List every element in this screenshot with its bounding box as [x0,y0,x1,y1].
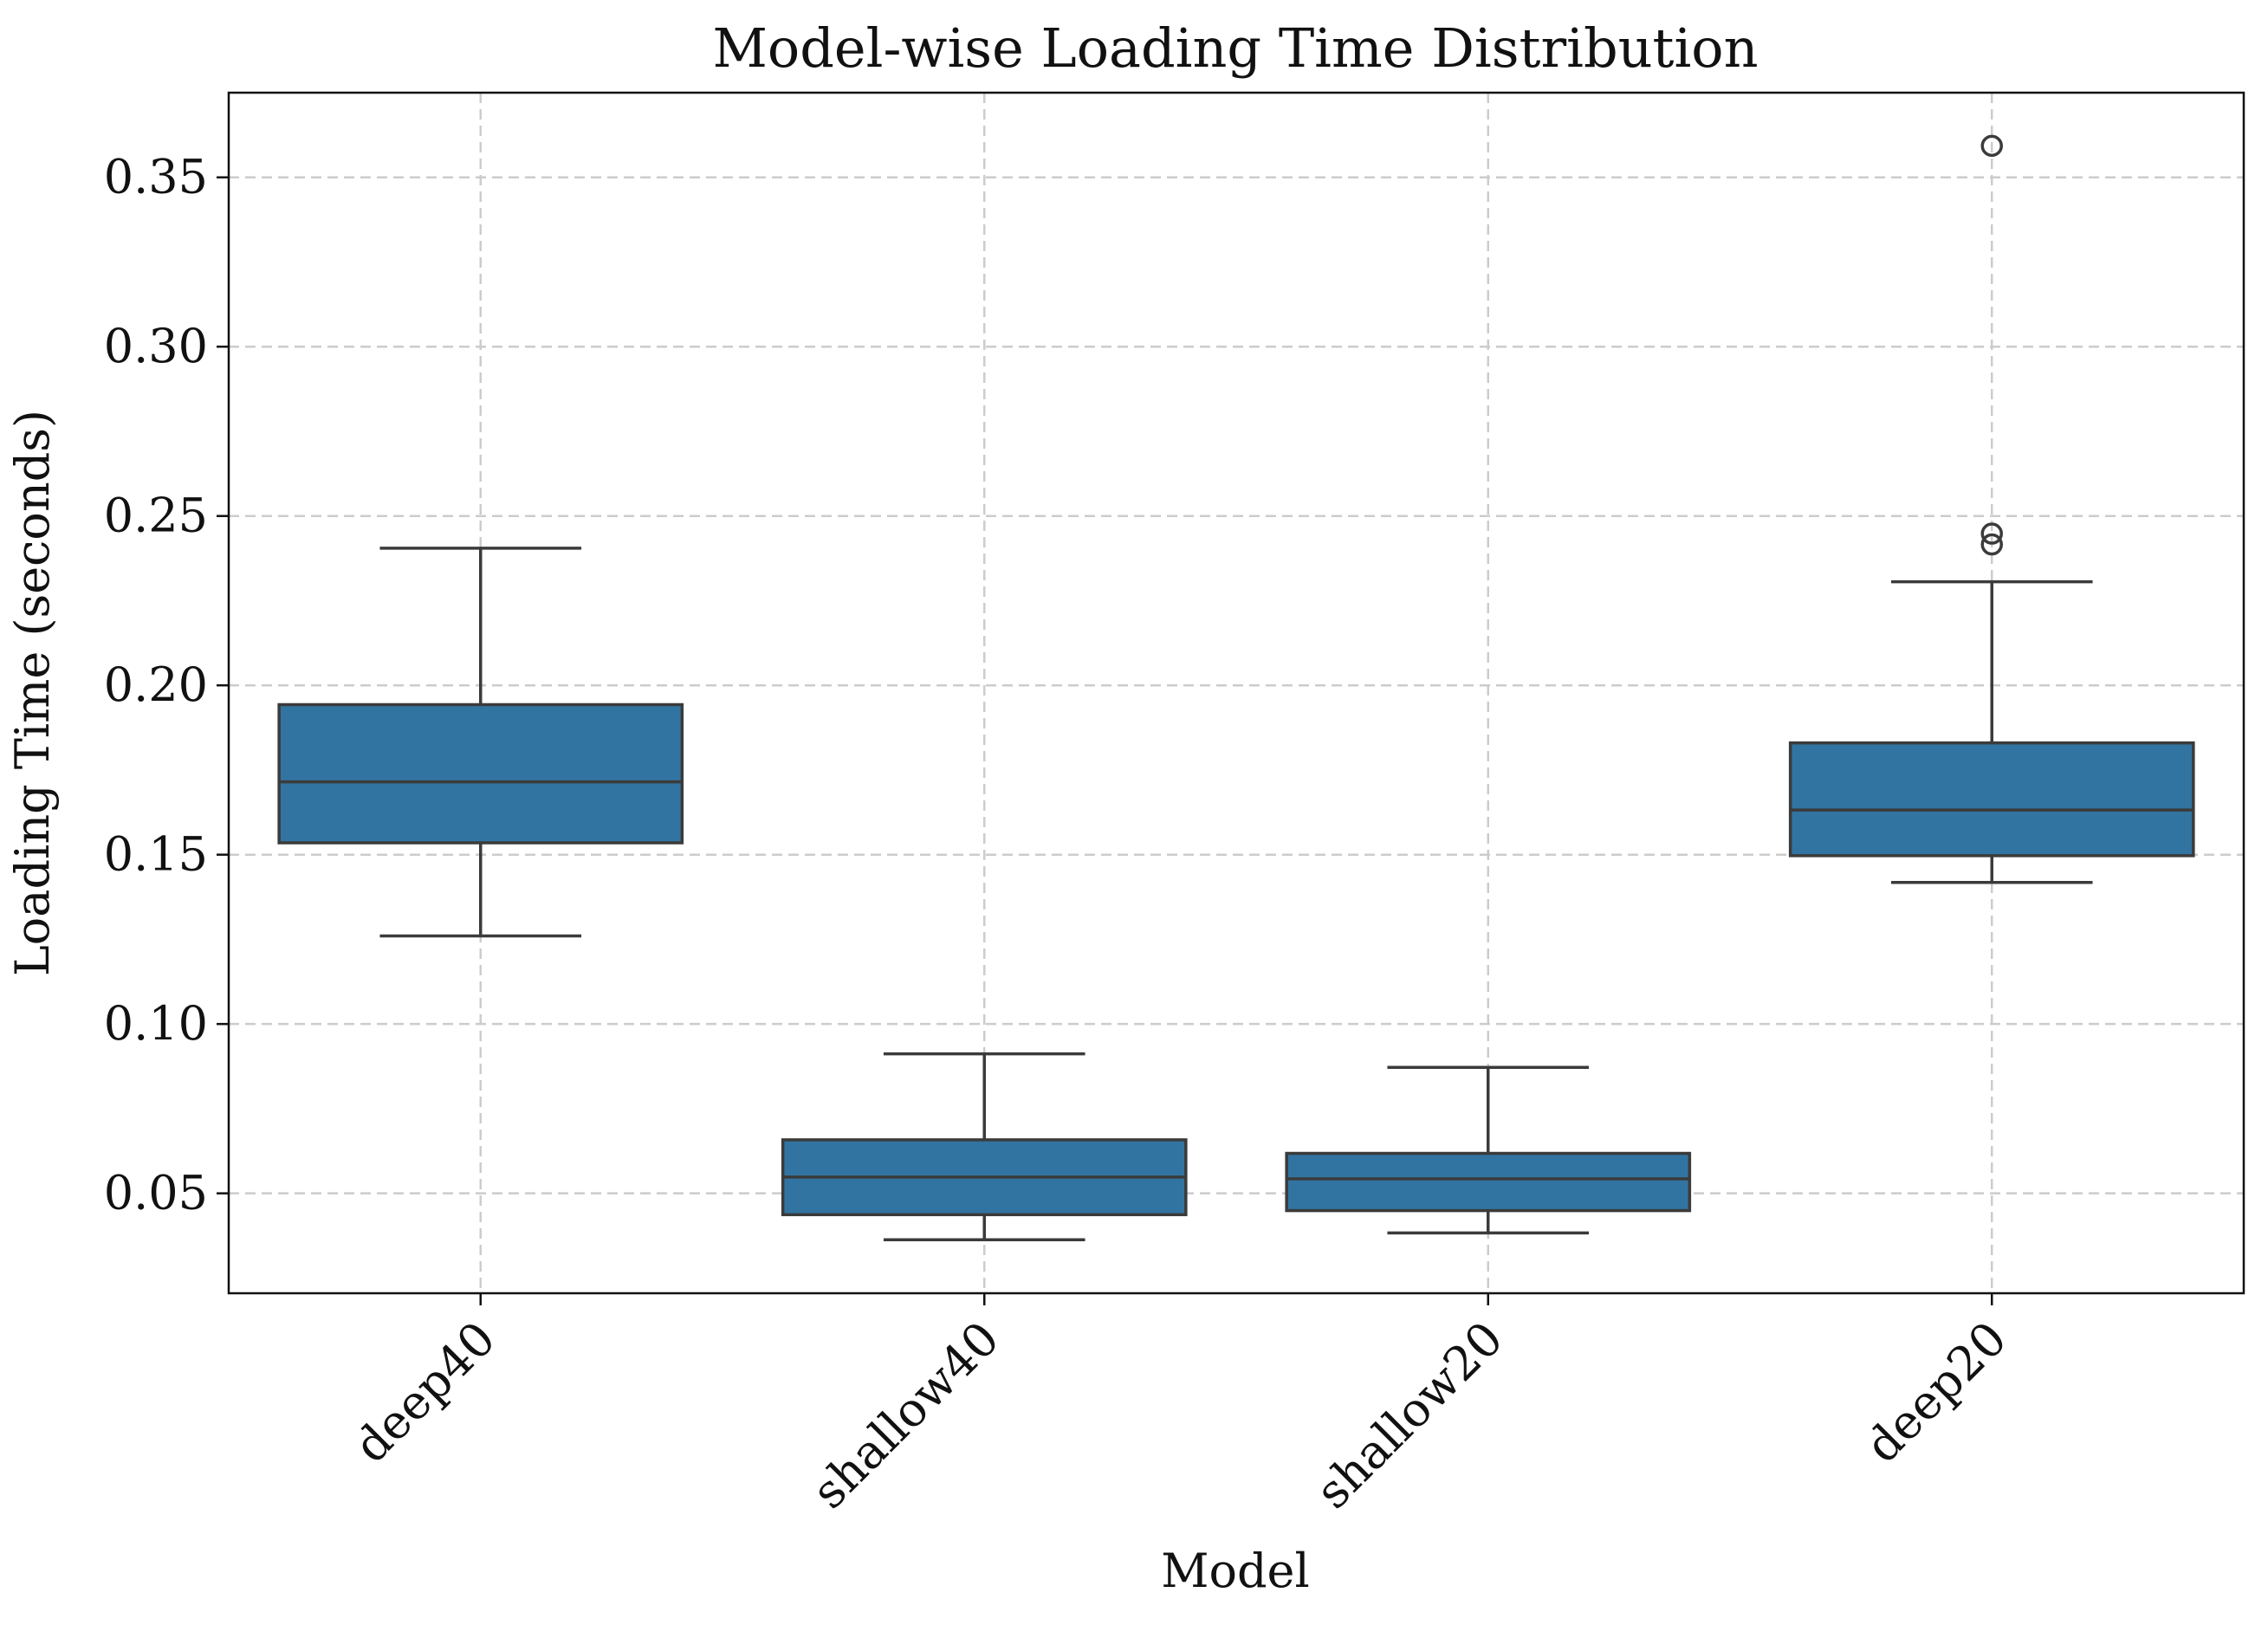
box-deep40 [277,547,684,938]
y-tick-label: 0.20 [104,657,208,712]
plot-frame [227,91,2245,1295]
y-tick-label: 0.10 [104,996,208,1051]
box-shallow40 [781,1052,1188,1241]
chart-title: Model-wise Loading Time Distribution [712,16,1758,80]
y-tick-label: 0.35 [104,150,208,204]
outlier-point [1980,522,2003,545]
y-axis-ticks: 0.05 0.10 0.15 0.20 0.25 0.30 0.35 [104,150,229,1220]
y-tick-label: 0.05 [104,1166,208,1220]
grid [229,93,2244,1293]
y-tick-label: 0.25 [104,489,208,543]
x-axis-ticks: deep40 shallow40 shallow20 deep20 [344,1293,2017,1519]
box-plots [277,134,2195,1241]
y-tick-label: 0.30 [104,319,208,373]
outlier-point [1980,533,2003,556]
x-tick-label: deep40 [344,1311,506,1473]
x-tick-label: shallow20 [1306,1311,1513,1519]
iqr-box [1285,1151,1692,1213]
outlier-point [1980,134,2003,158]
x-tick-label: shallow40 [801,1311,1009,1519]
y-axis-label: Loading Time (seconds) [5,410,60,976]
x-tick-label: deep20 [1855,1311,2017,1473]
x-axis-label: Model [1161,1544,1310,1598]
box-deep20 [1788,134,2195,884]
y-tick-label: 0.15 [104,827,208,882]
iqr-box [1788,741,2195,858]
box-shallow20 [1285,1065,1692,1235]
iqr-box [277,702,684,845]
